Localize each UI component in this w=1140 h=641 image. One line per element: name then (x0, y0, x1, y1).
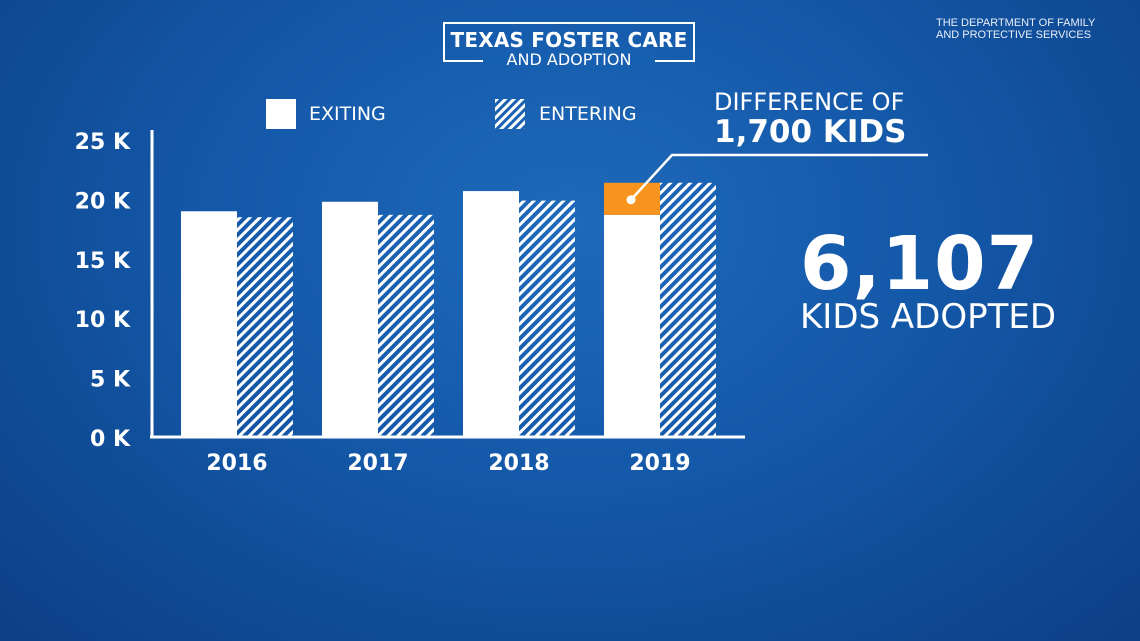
callout-leader-line (630, 153, 928, 201)
legend-label-entering: ENTERING (539, 103, 637, 125)
bar-exiting-2018 (463, 191, 519, 437)
bar-entering-2019 (660, 182, 716, 437)
bar-exiting-2017 (322, 201, 378, 437)
bar-exiting-2019 (604, 214, 660, 437)
y-tick-label: 20 K (75, 189, 131, 214)
callout-line-2: 1,700 KIDS (714, 114, 907, 150)
x-tick-label: 2016 (206, 451, 267, 476)
bar-entering-2016 (237, 217, 293, 437)
chart-subtitle: AND ADOPTION (483, 50, 655, 70)
x-tick-label: 2017 (347, 451, 408, 476)
source-line-1: THE DEPARTMENT OF FAMILY (936, 17, 1096, 29)
y-tick-label: 10 K (75, 308, 131, 333)
callout-line-1: DIFFERENCE OF (714, 88, 905, 116)
legend-label-exiting: EXITING (309, 103, 386, 125)
adopted-label: KIDS ADOPTED (800, 297, 1057, 337)
y-tick-label: 5 K (90, 368, 131, 393)
x-tick-label: 2018 (488, 451, 549, 476)
y-tick-label: 25 K (75, 130, 131, 155)
source-credit: THE DEPARTMENT OF FAMILY AND PROTECTIVE … (936, 17, 1126, 41)
x-tick-label: 2019 (629, 451, 690, 476)
bar-entering-2018 (519, 200, 575, 437)
bar-entering-2017 (378, 214, 434, 437)
y-tick-label: 0 K (90, 427, 131, 452)
legend-swatch-entering (495, 99, 525, 129)
adopted-count: 6,107 (800, 221, 1040, 307)
chart-title: TEXAS FOSTER CARE (450, 28, 688, 52)
source-line-2: AND PROTECTIVE SERVICES (936, 29, 1092, 41)
legend-swatch-exiting (266, 99, 296, 129)
bar-exiting-2016 (181, 211, 237, 437)
y-tick-label: 15 K (75, 249, 131, 274)
